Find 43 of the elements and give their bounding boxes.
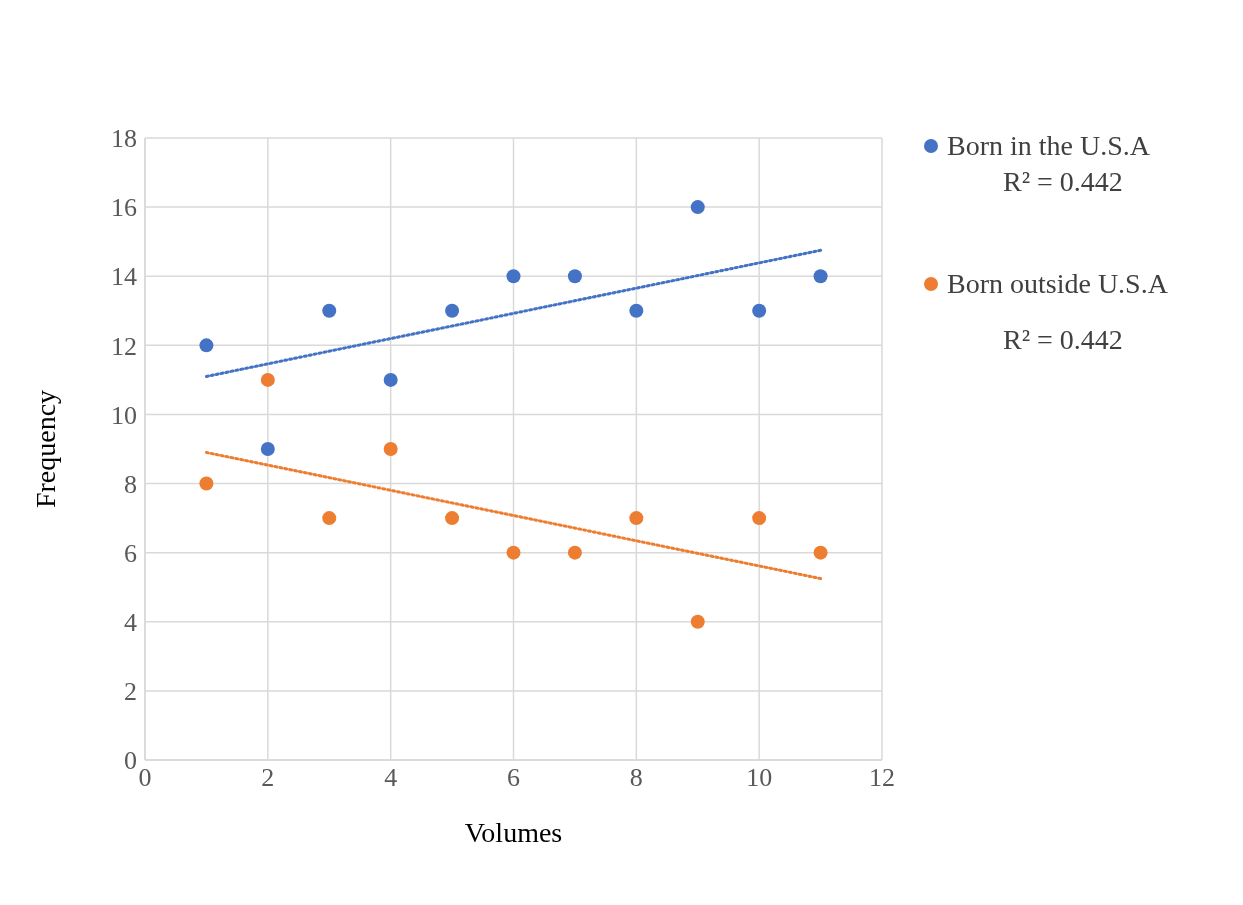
point: [506, 269, 521, 284]
text: R² = 0.442: [1002, 324, 1124, 356]
y-tick-label: 4: [124, 608, 137, 638]
y-tick-label: 16: [111, 193, 137, 223]
y-tick-label: 2: [124, 677, 137, 707]
point: [813, 269, 828, 284]
point: [629, 511, 644, 526]
legend-label: Born in the U.S.A: [947, 130, 1150, 162]
point: [752, 303, 767, 318]
text: R² = 0.442: [1002, 166, 1124, 198]
y-axis-title: Frequency: [29, 389, 61, 509]
point: [383, 442, 398, 456]
point: [322, 511, 337, 526]
x-tick-label: 8: [629, 763, 643, 793]
point: [445, 511, 460, 526]
y-tick-label: 14: [111, 262, 137, 292]
x-tick-label: 6: [507, 763, 520, 793]
x-tick-label: 4: [384, 763, 398, 793]
point: [567, 545, 582, 560]
point: [690, 614, 705, 629]
y-tick-label: 12: [111, 331, 137, 361]
point: [322, 303, 337, 318]
legend-label: Born outside U.S.A: [947, 268, 1168, 300]
point: [260, 372, 275, 387]
point: [199, 338, 214, 353]
point: [567, 269, 582, 284]
point: [690, 200, 705, 215]
point: [445, 303, 460, 318]
x-tick-label: 12: [869, 763, 895, 793]
y-tick-label: 8: [124, 469, 137, 499]
x-tick-label: 2: [261, 763, 275, 793]
point: [506, 545, 521, 560]
y-tick-label: 6: [124, 538, 137, 568]
point: [383, 372, 398, 387]
point: [199, 476, 214, 491]
y-tick-label: 10: [111, 400, 137, 430]
y-tick-label: 18: [111, 124, 137, 154]
point: [260, 442, 275, 456]
point: [629, 303, 644, 318]
x-tick-label: 10: [746, 763, 773, 793]
point: [752, 511, 767, 526]
x-axis-title: Volumes: [464, 817, 563, 848]
point: [813, 545, 828, 560]
